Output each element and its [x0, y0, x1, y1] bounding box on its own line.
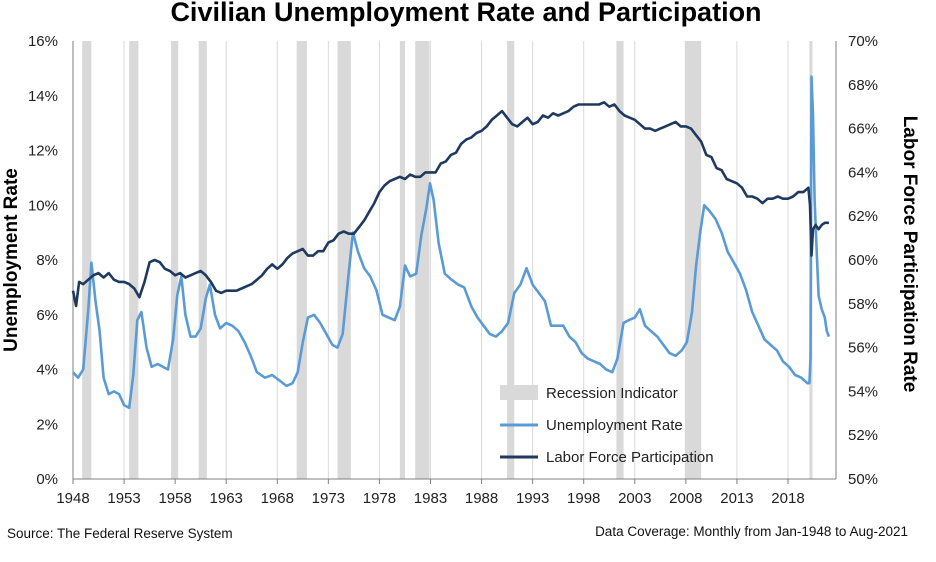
- x-tick-label: 1988: [465, 490, 498, 507]
- chart-title: Civilian Unemployment Rate and Participa…: [170, 0, 761, 27]
- x-tick-label: 1963: [210, 490, 243, 507]
- series-line-participation: [71, 101, 829, 308]
- y-right-tick-label: 60%: [848, 252, 878, 269]
- y-left-tick-label: 2%: [36, 416, 58, 433]
- recession-band: [171, 41, 179, 479]
- recession-band: [507, 41, 515, 479]
- recession-band: [415, 41, 430, 479]
- y-left-tick-label: 16%: [28, 33, 58, 50]
- x-tick-label: 1993: [516, 490, 549, 507]
- y-right-tick-label: 66%: [848, 121, 878, 138]
- y-left-tick-label: 8%: [36, 252, 58, 269]
- legend-label-unemployment: Unemployment Rate: [546, 417, 683, 434]
- y-right-tick-label: 64%: [848, 164, 878, 181]
- x-tick-label: 2018: [771, 490, 804, 507]
- recession-band: [82, 41, 92, 479]
- y-right-tick-label: 68%: [848, 77, 878, 94]
- x-tick-label: 1978: [363, 490, 396, 507]
- y-left-tick-label: 0%: [36, 471, 58, 488]
- coverage-note: Data Coverage: Monthly from Jan-1948 to …: [595, 524, 908, 539]
- series-line-unemployment: [72, 75, 831, 410]
- series-lines: [71, 75, 831, 410]
- y-right-tick-label: 62%: [848, 208, 878, 225]
- x-tick-label: 2003: [618, 490, 651, 507]
- y-axis-right-title: Labor Force Participation Rate: [899, 116, 920, 393]
- recession-band: [616, 41, 624, 479]
- recession-band: [684, 41, 702, 479]
- recession-band: [296, 41, 307, 479]
- tick-labels: 1948 1953 1958 1963 1968 1973 1978 1983 1988 1993…: [28, 33, 878, 507]
- recession-band: [399, 41, 405, 479]
- source-note: Source: The Federal Reserve System: [7, 526, 233, 541]
- y-right-tick-label: 56%: [848, 340, 878, 357]
- recession-bands: [82, 41, 813, 479]
- x-tick-label: 2013: [720, 490, 753, 507]
- y-right-tick-label: 54%: [848, 383, 878, 400]
- y-right-tick-label: 52%: [848, 427, 878, 444]
- y-left-tick-label: 6%: [36, 307, 58, 324]
- legend-label-participation: Labor Force Participation: [546, 449, 714, 466]
- y-right-tick-label: 70%: [848, 33, 878, 50]
- y-axis-left-title: Unemployment Rate: [1, 168, 22, 352]
- legend-label-recession: Recession Indicator: [546, 385, 678, 402]
- recession-band: [198, 41, 207, 479]
- legend: Recession Indicator Unemployment Rate La…: [500, 385, 714, 466]
- gridlines: [72, 41, 789, 479]
- x-tick-label: 1973: [312, 490, 345, 507]
- x-tick-label: 1958: [158, 490, 191, 507]
- y-left-tick-label: 12%: [28, 143, 58, 160]
- x-tick-label: 1968: [261, 490, 294, 507]
- x-tick-label: 1998: [567, 490, 600, 507]
- recession-band: [337, 41, 351, 479]
- axes: [72, 41, 837, 484]
- y-right-tick-label: 50%: [848, 471, 878, 488]
- x-tick-label: 1983: [414, 490, 447, 507]
- x-tick-label: 2008: [669, 490, 702, 507]
- y-left-tick-label: 4%: [36, 362, 58, 379]
- x-tick-label: 1953: [107, 490, 140, 507]
- y-right-tick-label: 58%: [848, 296, 878, 313]
- y-left-tick-label: 14%: [28, 88, 58, 105]
- x-tick-label: 1948: [56, 490, 89, 507]
- y-left-tick-label: 10%: [28, 197, 58, 214]
- legend-swatch-recession: [500, 385, 538, 400]
- recession-band: [129, 41, 139, 479]
